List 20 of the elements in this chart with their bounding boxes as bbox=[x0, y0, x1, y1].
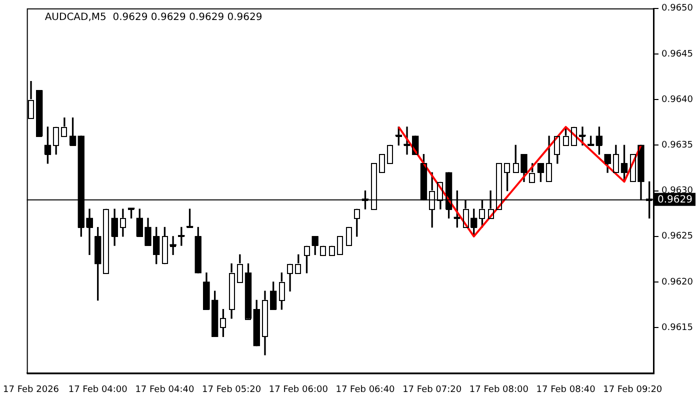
y-tick-label: 0.9635 bbox=[662, 140, 694, 151]
x-tick-label: 17 Feb 09:20 bbox=[603, 384, 662, 395]
x-tick-label: 17 Feb 04:00 bbox=[68, 384, 128, 395]
y-tick-label: 0.9640 bbox=[662, 94, 694, 105]
y-tick-label: 0.9625 bbox=[662, 232, 694, 242]
x-tick-label: 17 Feb 2026 bbox=[3, 384, 60, 395]
x-tick-label: 17 Feb 06:00 bbox=[268, 384, 328, 395]
y-tick-label: 0.9650 bbox=[662, 4, 694, 14]
ref-line-label: 0.9629 bbox=[658, 194, 693, 206]
chart-title: AUDCAD,M5 0.9629 0.9629 0.9629 0.9629 bbox=[44, 12, 262, 23]
x-tick-label: 17 Feb 06:40 bbox=[336, 384, 396, 395]
y-tick-label: 0.9645 bbox=[662, 49, 694, 60]
y-tick-label: 0.9630 bbox=[662, 186, 694, 196]
y-tick-label: 0.9620 bbox=[662, 277, 694, 288]
x-tick-label: 17 Feb 05:20 bbox=[202, 384, 262, 395]
x-tick-label: 17 Feb 07:20 bbox=[402, 384, 462, 395]
x-tick-label: 17 Feb 08:40 bbox=[536, 384, 596, 395]
y-tick-label: 0.9615 bbox=[662, 322, 694, 333]
x-tick-label: 17 Feb 08:00 bbox=[469, 384, 529, 395]
x-tick-label: 17 Feb 04:40 bbox=[135, 384, 194, 395]
